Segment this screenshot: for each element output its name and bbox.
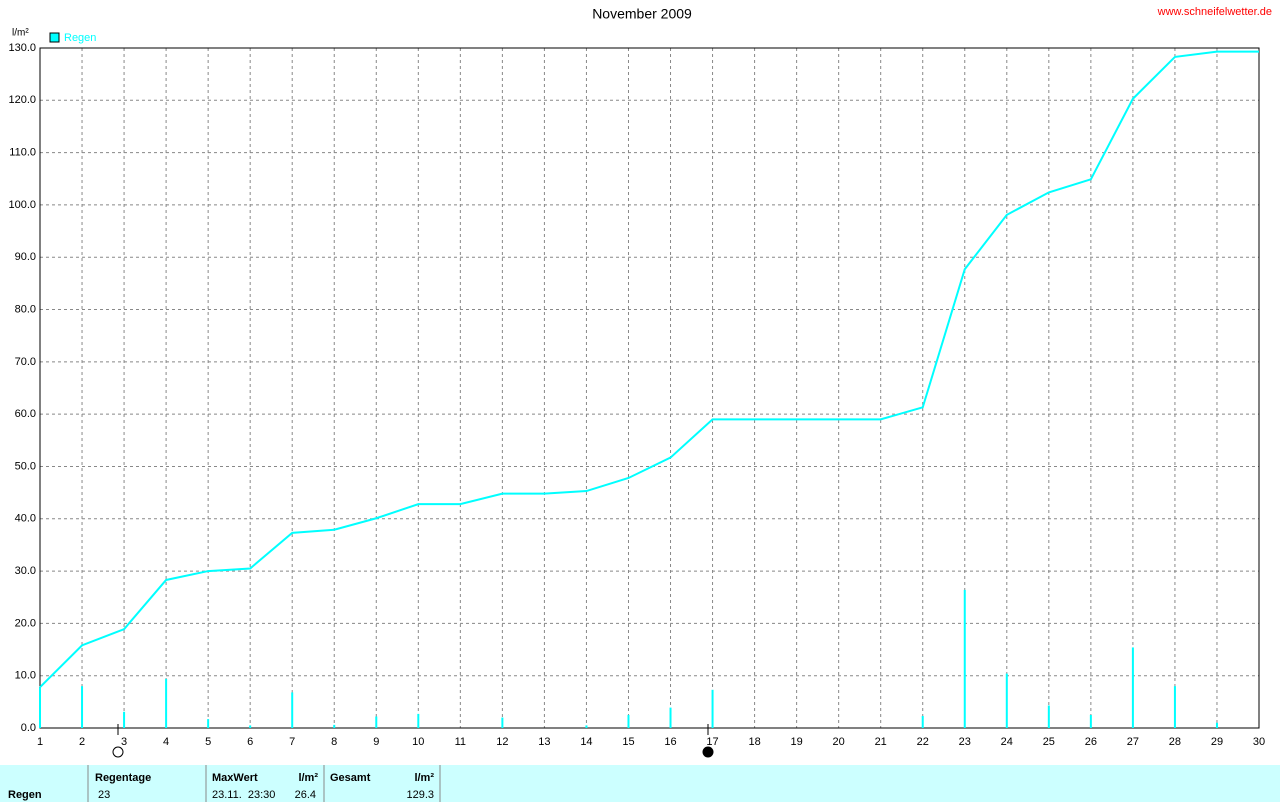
bar	[123, 711, 126, 728]
cell: 23.11. 23:30	[212, 789, 275, 801]
x-tick-label: 15	[622, 736, 634, 748]
bar	[417, 713, 420, 728]
bar	[81, 686, 84, 728]
x-tick-label: 12	[496, 736, 508, 748]
y-tick-label: 70.0	[15, 356, 36, 368]
header: l/m²	[298, 772, 318, 784]
plot-border	[39, 47, 1260, 729]
x-tick-label: 4	[163, 736, 169, 748]
x-tick-label: 18	[748, 736, 760, 748]
bar	[249, 725, 252, 728]
row-label: Regen	[8, 789, 42, 801]
y-tick-label: 130.0	[8, 42, 36, 54]
bar	[1215, 722, 1218, 728]
x-tick-label: 8	[331, 736, 337, 748]
bar	[375, 716, 378, 728]
x-tick-label: 7	[289, 736, 295, 748]
y-tick-label: 80.0	[15, 303, 36, 315]
y-tick-label: 30.0	[15, 565, 36, 577]
x-tick-label: 23	[959, 736, 971, 748]
x-tick-label: 1	[37, 736, 43, 748]
y-tick-label: 50.0	[15, 460, 36, 472]
x-tick-label: 25	[1043, 736, 1055, 748]
header: Regentage	[95, 772, 151, 784]
new-moon	[702, 746, 714, 758]
x-tick-label: 21	[875, 736, 887, 748]
x-tick-label: 19	[790, 736, 802, 748]
bar	[165, 678, 168, 728]
y-tick-label: 100.0	[8, 199, 36, 211]
x-tick-label: 20	[833, 736, 845, 748]
x-tick-label: 26	[1085, 736, 1097, 748]
x-tick-label: 3	[121, 736, 127, 748]
y-tick-label: 20.0	[15, 617, 36, 629]
line	[39, 50, 1259, 688]
bar	[921, 715, 924, 728]
x-tick-label: 29	[1211, 736, 1223, 748]
header: MaxWert	[212, 772, 258, 784]
x-tick-label: 16	[664, 736, 676, 748]
bar	[963, 589, 966, 728]
x-tick-label: 27	[1127, 736, 1139, 748]
y-tick-label: 40.0	[15, 513, 36, 525]
x-tick-label: 24	[1001, 736, 1013, 748]
bar	[39, 687, 41, 728]
cell: 129.3	[406, 789, 434, 801]
x-tick-label: 13	[538, 736, 550, 748]
source: www.schneifelwetter.de	[1157, 6, 1272, 18]
x-tick-label: 9	[373, 736, 379, 748]
y-tick-label: 60.0	[15, 408, 36, 420]
x-tick-label: 22	[917, 736, 929, 748]
x-tick-label: 6	[247, 736, 253, 748]
y-axis-label: l/m²	[12, 28, 29, 39]
legend-label: Regen	[64, 32, 96, 44]
bar	[1089, 714, 1092, 728]
header: Gesamt	[330, 772, 371, 784]
x-tick-label: 28	[1169, 736, 1181, 748]
y-tick-label: 120.0	[8, 94, 36, 106]
x-tick-label: 10	[412, 736, 424, 748]
cell: 23	[98, 789, 110, 801]
legend-swatch	[49, 32, 60, 43]
full-moon	[112, 746, 124, 758]
bar	[207, 719, 210, 728]
y-tick-label: 110.0	[9, 147, 36, 159]
summary-background	[0, 765, 1280, 802]
y-tick-label: 10.0	[15, 670, 36, 682]
x-tick-label: 2	[79, 736, 85, 748]
y-tick-label: 90.0	[15, 251, 36, 263]
bar	[585, 725, 588, 728]
bar	[1173, 686, 1176, 728]
bar	[669, 707, 672, 728]
x-tick-label: 17	[706, 736, 718, 748]
bar	[291, 692, 294, 728]
bar	[1005, 673, 1008, 728]
x-tick-label: 14	[580, 736, 592, 748]
bar	[501, 717, 504, 728]
bar	[1047, 705, 1050, 728]
x-tick-label: 5	[205, 736, 211, 748]
x-tick-label: 11	[455, 736, 466, 748]
bar	[627, 714, 630, 728]
y-tick-label: 0.0	[21, 722, 36, 734]
bar	[1131, 647, 1134, 728]
cell: 26.4	[295, 789, 316, 801]
chart-title: November 2009	[592, 6, 692, 22]
header: l/m²	[414, 772, 434, 784]
x-tick-label: 30	[1253, 736, 1265, 748]
bar	[333, 724, 336, 728]
bar	[711, 689, 714, 728]
